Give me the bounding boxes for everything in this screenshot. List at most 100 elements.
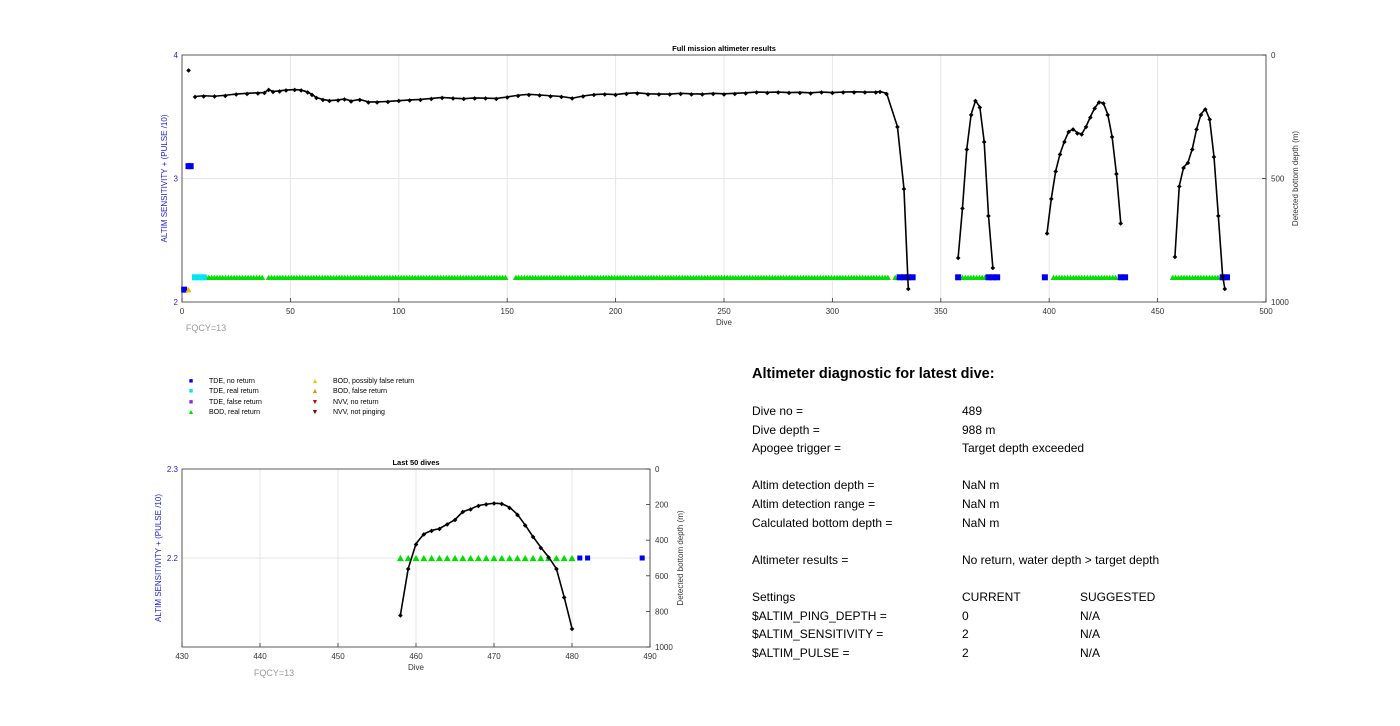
setting-name: $ALTIM_PING_DEPTH = bbox=[752, 608, 887, 623]
bottom-depth-point: ◆ bbox=[476, 503, 481, 509]
bod-real-return-marker bbox=[529, 554, 537, 562]
bottom-depth-point: ◆ bbox=[266, 88, 271, 94]
triangle-up-marker-icon: ▲ bbox=[187, 409, 195, 416]
y-right-tick-label: 1000 bbox=[655, 643, 673, 652]
y-left-tick-label: 2.2 bbox=[167, 554, 179, 563]
bottom-depth-point: ◆ bbox=[1101, 101, 1106, 107]
setting-suggested: N/A bbox=[1080, 608, 1101, 623]
tde-no-return-marker bbox=[1117, 274, 1124, 281]
bottom-depth-point: ◆ bbox=[986, 214, 991, 220]
bottom-depth-point: ◆ bbox=[570, 626, 575, 632]
bottom-depth-point: ◆ bbox=[531, 535, 536, 541]
bottom-depth-point: ◆ bbox=[505, 95, 510, 101]
bottom-depth-point: ◆ bbox=[562, 595, 567, 601]
bod-real-return-marker bbox=[560, 554, 568, 562]
bod-real-return-marker bbox=[502, 274, 509, 280]
diagnostic-title: Altimeter diagnostic for latest dive: bbox=[752, 366, 995, 382]
dive-no-value: 489 bbox=[962, 404, 983, 418]
bottom-depth-point: ◆ bbox=[1199, 112, 1204, 118]
bottom-depth-point: ◆ bbox=[538, 545, 543, 551]
y-left-axis-label: ALTIM SENSITIVITY + (PULSE /10) bbox=[160, 114, 169, 242]
tde-no-return-marker bbox=[909, 274, 916, 281]
bottom-depth-point: ◆ bbox=[602, 92, 607, 98]
bottom-depth-point: ◆ bbox=[1088, 115, 1093, 121]
bottom-depth-point: ◆ bbox=[965, 147, 970, 153]
bottom-depth-point: ◆ bbox=[437, 527, 442, 533]
tde-no-return-marker bbox=[585, 555, 591, 561]
bottom-depth-point: ◆ bbox=[754, 90, 759, 96]
bottom-depth-point: ◆ bbox=[1071, 127, 1076, 133]
setting-suggested: N/A bbox=[1080, 645, 1101, 660]
bottom-depth-point: ◆ bbox=[1045, 231, 1050, 237]
bottom-depth-point: ◆ bbox=[1066, 130, 1071, 136]
legend-item-tde-no-return: ■ TDE, no return bbox=[186, 376, 255, 386]
bottom-depth-point: ◆ bbox=[646, 92, 651, 98]
bottom-depth-point: ◆ bbox=[523, 523, 528, 529]
bod-real-return-marker bbox=[428, 554, 436, 562]
bottom-depth-point: ◆ bbox=[559, 94, 564, 100]
bottom-depth-point: ◆ bbox=[516, 93, 521, 99]
bottom-depth-point: ◆ bbox=[245, 91, 250, 97]
bottom-depth-point: ◆ bbox=[357, 97, 362, 103]
bottom-depth-point: ◆ bbox=[978, 105, 983, 111]
tde-no-return-marker bbox=[994, 274, 1001, 281]
y-right-axis-label: Detected bottom depth (m) bbox=[1291, 131, 1300, 226]
tde-no-return-marker bbox=[900, 274, 907, 281]
bottom-depth-line bbox=[1174, 107, 1226, 289]
legend-item-tde-false-return: ■ TDE, false return bbox=[186, 397, 262, 407]
x-tick-label: 250 bbox=[717, 307, 731, 316]
legend-label: NVV, no return bbox=[333, 398, 379, 406]
bottom-depth-point: ◆ bbox=[1084, 125, 1089, 131]
dive-depth-value: 988 m bbox=[962, 422, 996, 437]
bottom-depth-point: ◆ bbox=[1079, 132, 1084, 138]
fqcy-note: FQCY=13 bbox=[254, 668, 294, 678]
setting-current: 0 bbox=[962, 608, 969, 623]
legend-item-tde-real-return: ■ TDE, real return bbox=[186, 387, 259, 397]
tde-no-return-marker bbox=[577, 555, 583, 561]
triangle-down-marker-icon: ▼ bbox=[311, 409, 319, 416]
bottom-depth-point: ◆ bbox=[414, 542, 419, 548]
setting-current: 2 bbox=[962, 627, 969, 641]
bottom-depth-point: ◆ bbox=[271, 90, 276, 96]
bottom-depth-point: ◆ bbox=[1173, 254, 1178, 260]
bottom-depth-point: ◆ bbox=[1118, 221, 1123, 227]
bottom-depth-point: ◆ bbox=[895, 125, 900, 131]
bottom-depth-point: ◆ bbox=[700, 92, 705, 98]
legend-label: TDE, real return bbox=[209, 388, 259, 395]
bottom-depth-point: ◆ bbox=[1097, 100, 1102, 106]
y-right-tick-label: 400 bbox=[655, 536, 669, 545]
bod-real-return-marker bbox=[482, 554, 490, 562]
bottom-depth-point: ◆ bbox=[722, 92, 727, 98]
bottom-depth-point: ◆ bbox=[1062, 139, 1067, 145]
bottom-depth-point: ◆ bbox=[1049, 196, 1054, 202]
bottom-depth-point: ◆ bbox=[657, 92, 662, 98]
bottom-depth-point: ◆ bbox=[445, 522, 450, 528]
bottom-depth-point: ◆ bbox=[689, 92, 694, 98]
bottom-depth-point: ◆ bbox=[798, 90, 803, 96]
bottom-depth-point: ◆ bbox=[462, 97, 467, 103]
triangle-down-marker-icon: ▼ bbox=[311, 398, 319, 406]
bottom-depth-point: ◆ bbox=[765, 90, 770, 96]
x-axis-label: Dive bbox=[716, 318, 733, 327]
bottom-depth-point: ◆ bbox=[375, 100, 380, 106]
legend-item-bod-false-return: ▲ BOD, false return bbox=[310, 387, 388, 397]
legend-label: TDE, no return bbox=[209, 377, 255, 385]
bottom-depth-point: ◆ bbox=[592, 93, 597, 99]
tde-real-return-marker bbox=[192, 274, 199, 281]
altim-depth-value: NaN m bbox=[962, 478, 1000, 492]
bottom-depth-point: ◆ bbox=[678, 91, 683, 97]
bod-real-return-marker bbox=[1112, 274, 1119, 280]
bottom-depth-point: ◆ bbox=[527, 92, 532, 98]
bottom-depth-point: ◆ bbox=[1105, 112, 1110, 118]
bottom-depth-point: ◆ bbox=[494, 96, 499, 102]
bottom-depth-point: ◆ bbox=[277, 89, 282, 95]
bottom-depth-point: ◆ bbox=[884, 91, 889, 97]
calc-bottom-label: Calculated bottom depth = bbox=[752, 515, 893, 530]
bottom-depth-point: ◆ bbox=[863, 90, 868, 96]
bottom-depth-point: ◆ bbox=[819, 90, 824, 96]
bottom-depth-point: ◆ bbox=[548, 94, 553, 100]
bottom-depth-point: ◆ bbox=[366, 100, 371, 106]
bottom-depth-point: ◆ bbox=[1181, 165, 1186, 171]
bottom-depth-point: ◆ bbox=[873, 90, 878, 96]
